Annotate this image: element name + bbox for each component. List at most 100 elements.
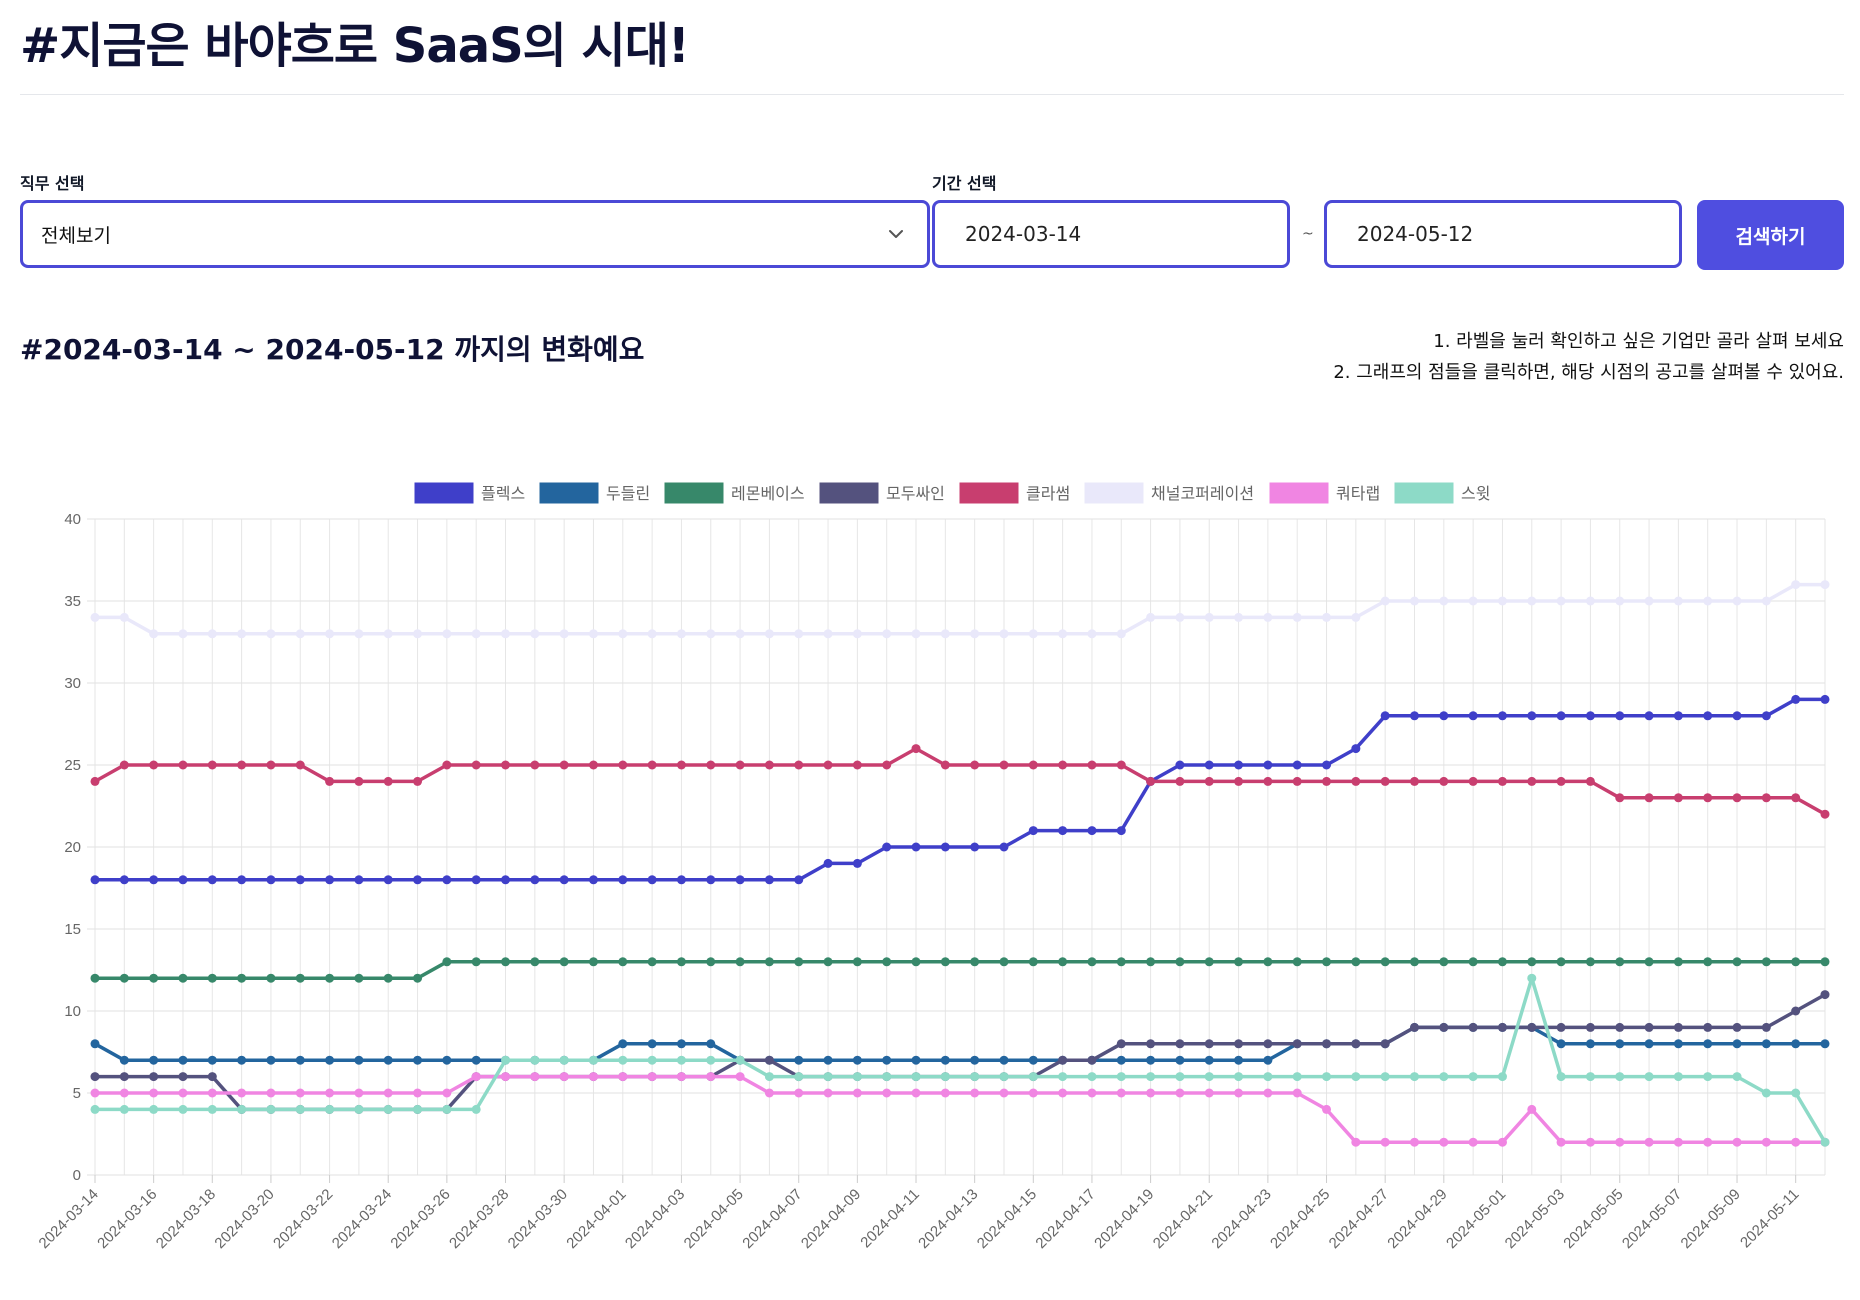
data-point[interactable] xyxy=(940,629,950,639)
data-point[interactable] xyxy=(999,842,1009,852)
data-point[interactable] xyxy=(1820,1039,1830,1049)
data-point[interactable] xyxy=(1468,1072,1478,1082)
data-point[interactable] xyxy=(90,1088,100,1098)
data-point[interactable] xyxy=(1058,1072,1068,1082)
data-point[interactable] xyxy=(1292,612,1302,622)
data-point[interactable] xyxy=(178,1088,188,1098)
data-point[interactable] xyxy=(1556,776,1566,786)
data-point[interactable] xyxy=(1644,957,1654,967)
data-point[interactable] xyxy=(119,1104,129,1114)
data-point[interactable] xyxy=(1791,957,1801,967)
data-point[interactable] xyxy=(1146,1072,1156,1082)
data-point[interactable] xyxy=(1820,580,1830,590)
legend-swatch[interactable] xyxy=(539,482,599,504)
data-point[interactable] xyxy=(852,760,862,770)
data-point[interactable] xyxy=(1116,760,1126,770)
data-point[interactable] xyxy=(1527,973,1537,983)
data-point[interactable] xyxy=(1087,1088,1097,1098)
data-point[interactable] xyxy=(1556,596,1566,606)
data-point[interactable] xyxy=(764,760,774,770)
data-point[interactable] xyxy=(1673,596,1683,606)
data-point[interactable] xyxy=(325,875,335,885)
data-point[interactable] xyxy=(676,957,686,967)
legend-item-label[interactable]: 모두싸인 xyxy=(886,485,945,503)
data-point[interactable] xyxy=(383,973,393,983)
data-point[interactable] xyxy=(940,1055,950,1065)
data-point[interactable] xyxy=(618,875,628,885)
data-point[interactable] xyxy=(1761,1039,1771,1049)
data-point[interactable] xyxy=(882,629,892,639)
data-point[interactable] xyxy=(1761,596,1771,606)
data-point[interactable] xyxy=(1439,1072,1449,1082)
data-point[interactable] xyxy=(852,957,862,967)
data-point[interactable] xyxy=(1234,957,1244,967)
data-point[interactable] xyxy=(970,842,980,852)
data-point[interactable] xyxy=(1351,744,1361,754)
data-point[interactable] xyxy=(1644,711,1654,721)
data-point[interactable] xyxy=(911,744,921,754)
data-point[interactable] xyxy=(588,629,598,639)
data-point[interactable] xyxy=(1380,1137,1390,1147)
data-point[interactable] xyxy=(1204,1072,1214,1082)
data-point[interactable] xyxy=(1116,826,1126,836)
data-point[interactable] xyxy=(970,1072,980,1082)
data-point[interactable] xyxy=(1087,826,1097,836)
data-point[interactable] xyxy=(237,760,247,770)
data-point[interactable] xyxy=(1234,776,1244,786)
data-point[interactable] xyxy=(354,1055,364,1065)
data-point[interactable] xyxy=(1380,776,1390,786)
data-point[interactable] xyxy=(1703,711,1713,721)
data-point[interactable] xyxy=(970,760,980,770)
data-point[interactable] xyxy=(1380,957,1390,967)
data-point[interactable] xyxy=(471,957,481,967)
data-point[interactable] xyxy=(1409,957,1419,967)
data-point[interactable] xyxy=(1116,629,1126,639)
data-point[interactable] xyxy=(559,875,569,885)
data-point[interactable] xyxy=(1732,1039,1742,1049)
data-point[interactable] xyxy=(501,1072,511,1082)
data-point[interactable] xyxy=(413,1088,423,1098)
data-point[interactable] xyxy=(90,1072,100,1082)
data-point[interactable] xyxy=(1028,1055,1038,1065)
data-point[interactable] xyxy=(1058,629,1068,639)
data-point[interactable] xyxy=(295,760,305,770)
data-point[interactable] xyxy=(1615,1039,1625,1049)
data-point[interactable] xyxy=(207,1088,217,1098)
data-point[interactable] xyxy=(1380,596,1390,606)
data-point[interactable] xyxy=(1615,1137,1625,1147)
data-point[interactable] xyxy=(442,1088,452,1098)
data-point[interactable] xyxy=(530,957,540,967)
data-point[interactable] xyxy=(1673,1039,1683,1049)
data-point[interactable] xyxy=(1380,1039,1390,1049)
data-point[interactable] xyxy=(442,957,452,967)
data-point[interactable] xyxy=(1585,711,1595,721)
data-point[interactable] xyxy=(1204,1039,1214,1049)
data-point[interactable] xyxy=(325,776,335,786)
data-point[interactable] xyxy=(588,1072,598,1082)
data-point[interactable] xyxy=(1615,957,1625,967)
data-point[interactable] xyxy=(1322,612,1332,622)
data-point[interactable] xyxy=(1497,957,1507,967)
data-point[interactable] xyxy=(1527,776,1537,786)
data-point[interactable] xyxy=(999,957,1009,967)
data-point[interactable] xyxy=(1175,1072,1185,1082)
data-point[interactable] xyxy=(647,957,657,967)
data-point[interactable] xyxy=(1351,1137,1361,1147)
data-point[interactable] xyxy=(1732,596,1742,606)
data-point[interactable] xyxy=(794,760,804,770)
legend-swatch[interactable] xyxy=(819,482,879,504)
data-point[interactable] xyxy=(618,1055,628,1065)
data-point[interactable] xyxy=(237,973,247,983)
data-point[interactable] xyxy=(237,1104,247,1114)
data-point[interactable] xyxy=(1732,1137,1742,1147)
data-point[interactable] xyxy=(1585,1137,1595,1147)
data-point[interactable] xyxy=(588,875,598,885)
data-point[interactable] xyxy=(1292,1072,1302,1082)
data-point[interactable] xyxy=(266,1104,276,1114)
data-point[interactable] xyxy=(1058,1055,1068,1065)
data-point[interactable] xyxy=(90,612,100,622)
data-point[interactable] xyxy=(647,1072,657,1082)
data-point[interactable] xyxy=(1028,1088,1038,1098)
data-point[interactable] xyxy=(1556,1137,1566,1147)
data-point[interactable] xyxy=(1468,711,1478,721)
